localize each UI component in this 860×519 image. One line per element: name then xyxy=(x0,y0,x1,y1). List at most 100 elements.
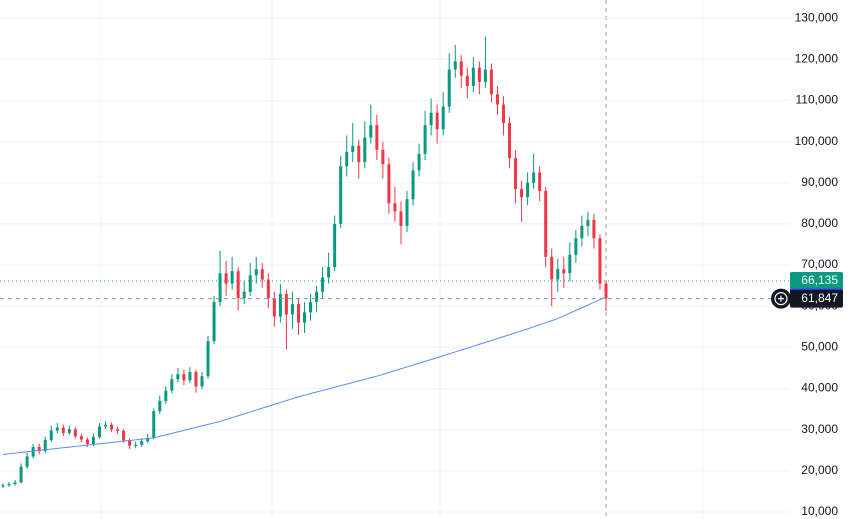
candle-body xyxy=(260,269,264,280)
candle-body xyxy=(303,312,306,323)
candle-body xyxy=(242,291,246,298)
candle-body xyxy=(447,69,451,107)
candle-body xyxy=(562,269,566,274)
candle-body xyxy=(520,188,524,198)
candle-body xyxy=(110,424,114,430)
candle-body xyxy=(140,441,144,445)
y-tick-label: 40,000 xyxy=(801,381,838,395)
candle-body xyxy=(556,269,560,280)
candle-body xyxy=(399,211,403,226)
price-label-box xyxy=(790,271,843,290)
candle-body xyxy=(580,225,584,239)
button-plus xyxy=(778,295,784,302)
candle-body xyxy=(31,446,35,457)
y-tick-label: 10,000 xyxy=(801,504,838,518)
candle-body xyxy=(477,67,481,82)
candle-body xyxy=(339,166,343,224)
candle-body xyxy=(568,254,572,274)
y-tick-label: 30,000 xyxy=(801,422,838,436)
candle-body xyxy=(501,104,505,124)
candle-body xyxy=(369,125,373,138)
candle-body xyxy=(309,302,313,313)
candle-body xyxy=(164,390,168,401)
y-tick-label: 70,000 xyxy=(801,257,838,271)
candle-body xyxy=(489,69,493,95)
candle-body xyxy=(230,271,234,284)
vertical-grid xyxy=(100,0,704,519)
candle-body xyxy=(146,437,150,442)
candle-body xyxy=(248,275,252,292)
candle-body xyxy=(387,164,391,204)
candle-body xyxy=(61,427,65,433)
y-tick-label: 120,000 xyxy=(795,51,839,65)
candle-body xyxy=(363,137,367,163)
candle-body xyxy=(134,444,138,446)
candle-body xyxy=(272,297,276,317)
moving-average xyxy=(2,296,607,455)
candle-body xyxy=(423,125,427,154)
candle-body xyxy=(435,112,439,130)
candle-body xyxy=(441,106,445,130)
candle-body xyxy=(116,429,120,431)
price-label-box xyxy=(790,289,843,308)
candle-body xyxy=(43,439,47,452)
y-tick-label: 20,000 xyxy=(801,463,838,477)
y-tick-label: 50,000 xyxy=(801,340,838,354)
candle-body xyxy=(544,190,548,257)
candle-body xyxy=(194,372,198,387)
candle-body xyxy=(79,436,83,440)
candle-body xyxy=(526,182,530,198)
candle-body xyxy=(471,67,475,87)
candle-body xyxy=(182,374,186,381)
candle-body xyxy=(321,277,325,292)
candle-body xyxy=(411,170,415,200)
candle-body xyxy=(19,466,23,483)
candle-body xyxy=(188,372,192,381)
candle-body xyxy=(532,172,536,183)
candle-body xyxy=(212,302,216,342)
candles xyxy=(1,36,608,489)
candle-body xyxy=(91,437,95,445)
candle-body xyxy=(375,125,379,150)
y-tick-label: 80,000 xyxy=(801,216,838,230)
candle-body xyxy=(483,69,487,82)
candle-body xyxy=(218,273,222,303)
candle-body xyxy=(508,123,512,159)
candle-body xyxy=(598,238,602,284)
candle-body xyxy=(592,219,596,239)
candle-body xyxy=(236,271,240,298)
candle-body xyxy=(1,485,5,487)
candle-body xyxy=(13,482,17,485)
candle-body xyxy=(55,427,59,431)
y-tick-label: 100,000 xyxy=(795,134,839,148)
candle-body xyxy=(224,273,228,284)
candle-body xyxy=(206,341,210,377)
candle-body xyxy=(333,223,337,268)
candle-body xyxy=(538,172,542,191)
y-tick-label: 90,000 xyxy=(801,175,838,189)
candle-body xyxy=(170,379,174,391)
candle-body xyxy=(128,440,132,446)
candle-body xyxy=(351,145,355,152)
candle-body xyxy=(604,283,608,299)
candle-body xyxy=(85,439,89,445)
candle-body xyxy=(514,158,518,189)
candle-body xyxy=(296,304,300,323)
candle-body xyxy=(465,75,469,87)
candle-body xyxy=(284,293,288,315)
y-tick-label: 130,000 xyxy=(795,10,839,24)
candle-body xyxy=(97,426,101,438)
candle-body xyxy=(417,153,421,171)
candle-body xyxy=(405,199,409,226)
candle-body xyxy=(495,94,499,105)
candle-body xyxy=(254,269,258,276)
candle-body xyxy=(25,456,29,467)
price-label: 61,847 xyxy=(801,291,838,305)
candle-body xyxy=(122,430,126,441)
candle-body xyxy=(574,238,578,255)
candle-body xyxy=(200,376,204,387)
candle-body xyxy=(459,61,463,76)
crosshair-add-button[interactable] xyxy=(771,288,791,309)
candle-body xyxy=(152,411,156,438)
